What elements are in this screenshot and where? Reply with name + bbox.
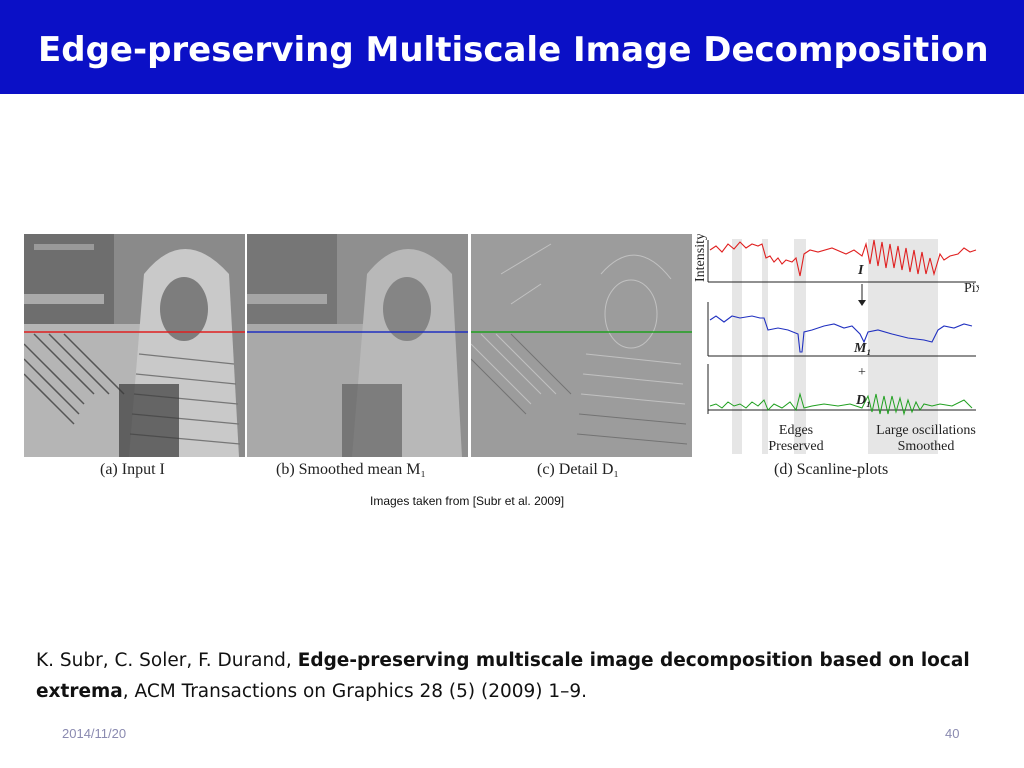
mean-series-label: M₁ [853, 341, 871, 356]
caption-input: (a) Input I [100, 461, 165, 478]
caption-scanline: (d) Scanline-plots [774, 461, 889, 478]
large-oscillations-label: Large oscillations [876, 423, 976, 438]
smoothed-label: Smoothed [898, 439, 955, 454]
smoothed-image-panel [247, 234, 468, 457]
input-image [24, 234, 245, 457]
citation: K. Subr, C. Soler, F. Durand, Edge-prese… [36, 645, 986, 707]
input-image-panel [24, 234, 245, 457]
plus-label: + [858, 365, 866, 380]
detail-series-label: D₁ [855, 393, 871, 408]
caption-smoothed: (b) Smoothed mean M₁ [276, 461, 426, 478]
image-credit: Images taken from [Subr et al. 2009] [370, 494, 565, 508]
slide-title: Edge-preserving Multiscale Image Decompo… [38, 30, 989, 70]
pixels-label: Pixels [964, 281, 979, 296]
citation-venue: , ACM Transactions on Graphics 28 (5) (2… [122, 681, 588, 702]
detail-image [471, 234, 692, 457]
smoothed-image [247, 234, 468, 457]
preserved-label: Preserved [768, 439, 823, 454]
footer-date: 2014/11/20 [62, 726, 127, 741]
title-bar [0, 0, 1024, 94]
caption-detail: (c) Detail D₁ [537, 461, 619, 478]
page-number: 40 [945, 726, 960, 741]
figure: (a) Input I (b) Smoothed mean M₁ [24, 234, 979, 484]
intensity-label: Intensity [693, 234, 708, 282]
scanline-plots: Intensity Pixels I M₁ + D₁ Edges Preserv… [693, 234, 979, 454]
input-series-label: I [857, 263, 864, 278]
edges-label: Edges [779, 423, 813, 438]
citation-authors: K. Subr, C. Soler, F. Durand, [36, 650, 298, 671]
detail-image-panel [471, 234, 692, 457]
citation-paper-title: Edge-preserving multiscale image decompo… [36, 650, 970, 702]
